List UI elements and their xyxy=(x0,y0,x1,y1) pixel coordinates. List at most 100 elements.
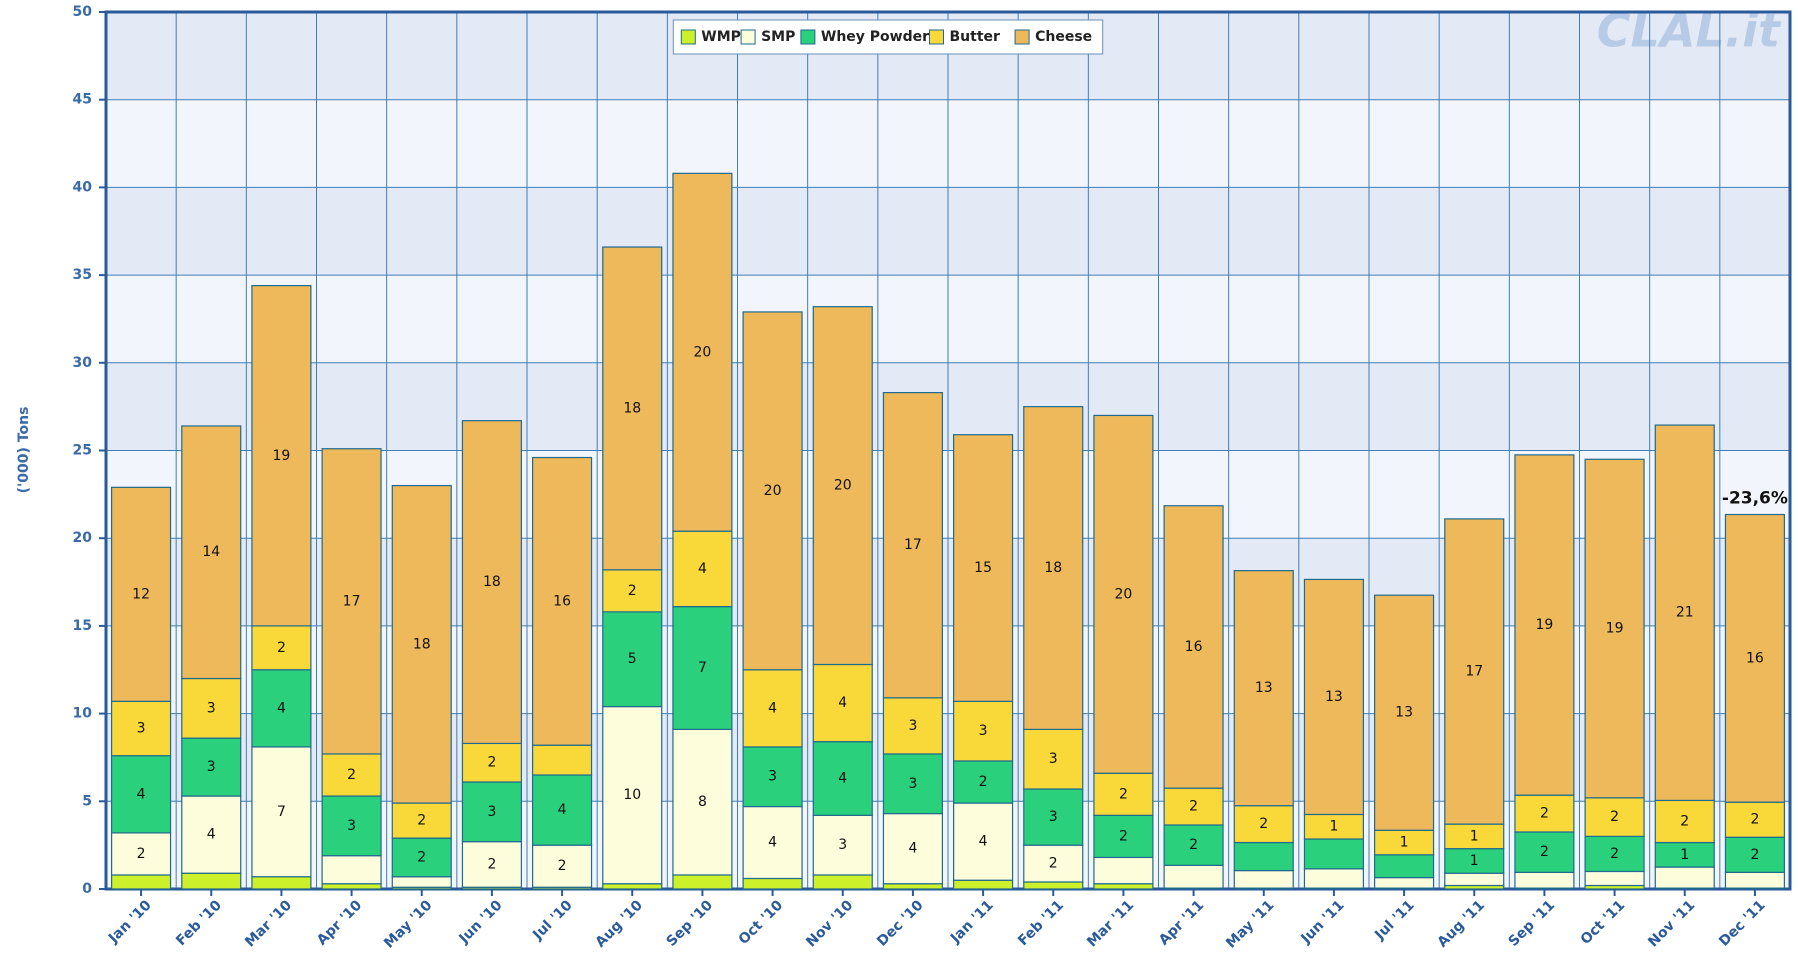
data-label: 16 xyxy=(1185,639,1203,655)
bar-segment xyxy=(1584,870,1645,887)
y-tick-label: 20 xyxy=(73,530,93,546)
data-label: 3 xyxy=(1049,809,1058,825)
bar-segment xyxy=(1514,454,1575,796)
bar-segment xyxy=(181,795,242,874)
data-label: 16 xyxy=(1746,650,1764,666)
data-label: 1 xyxy=(1400,835,1409,851)
data-label: 2 xyxy=(979,774,988,790)
bar-segment xyxy=(1654,424,1715,802)
data-label: 2 xyxy=(558,858,567,874)
x-tick-label: Mar '10 xyxy=(242,897,295,950)
legend-swatch xyxy=(1014,29,1030,45)
data-label: 3 xyxy=(487,804,496,820)
data-label: 8 xyxy=(698,794,707,810)
data-label: 3 xyxy=(979,723,988,739)
bar-segment xyxy=(111,874,172,890)
bar-segment xyxy=(1654,799,1715,844)
legend-label: Whey Powder xyxy=(821,29,929,45)
data-label: 2 xyxy=(1119,828,1128,844)
data-label: 1 xyxy=(1470,853,1479,869)
bar-segment xyxy=(1093,856,1154,885)
bar-segment xyxy=(1093,414,1154,774)
bar-segment xyxy=(111,755,172,834)
bar-segment xyxy=(1654,841,1715,868)
y-tick-label: 15 xyxy=(73,618,92,634)
y-tick-label: 40 xyxy=(73,179,93,195)
bar-segment xyxy=(1584,458,1645,799)
bar-segment xyxy=(1724,871,1785,889)
bar-segment xyxy=(1163,787,1224,826)
x-tick-label: Jul '10 xyxy=(529,897,576,944)
data-label: 4 xyxy=(768,835,777,851)
bar-segment xyxy=(882,392,943,699)
bar-segment xyxy=(1233,570,1294,807)
x-tick-label: Jun '11 xyxy=(1298,897,1348,947)
data-label: 19 xyxy=(1606,621,1624,637)
data-label: 3 xyxy=(908,718,917,734)
bar-segment xyxy=(1303,813,1364,840)
bar-segment xyxy=(602,883,663,890)
bar-segment xyxy=(391,484,452,804)
data-label: 4 xyxy=(838,770,847,786)
bar-segment xyxy=(251,746,312,878)
legend-swatch xyxy=(680,29,696,45)
data-label: 7 xyxy=(277,804,286,820)
bar-segment xyxy=(1374,854,1435,879)
bar-segment xyxy=(742,877,803,890)
data-label: 18 xyxy=(1044,560,1062,576)
y-tick-label: 35 xyxy=(73,267,92,283)
bar-segment xyxy=(953,434,1014,702)
x-tick-label: Feb '10 xyxy=(173,897,225,949)
data-label: 1 xyxy=(1329,819,1338,835)
bar-segment xyxy=(1374,876,1435,889)
bar-segment xyxy=(953,802,1014,881)
bar-segment xyxy=(812,306,873,666)
x-tick-label: Nov '11 xyxy=(1645,897,1698,950)
bar-segment xyxy=(1584,797,1645,837)
data-label: 2 xyxy=(1119,786,1128,802)
legend-swatch xyxy=(740,29,756,45)
data-label: 20 xyxy=(1115,586,1133,602)
data-label: 2 xyxy=(1680,813,1689,829)
bar-segment xyxy=(742,746,803,808)
data-label: 4 xyxy=(768,700,777,716)
x-tick-label: Sep '10 xyxy=(664,897,717,950)
bar-segment xyxy=(1514,831,1575,873)
bar-segment xyxy=(532,844,593,888)
bar-segment xyxy=(1093,883,1154,890)
y-tick-label: 45 xyxy=(73,92,92,108)
data-label: 4 xyxy=(277,700,286,716)
bar-segment xyxy=(1514,871,1575,889)
data-label: 3 xyxy=(908,776,917,792)
bar-segment xyxy=(1303,838,1364,870)
bar-segment xyxy=(321,448,382,755)
data-label: 5 xyxy=(628,651,637,667)
data-label: 3 xyxy=(207,759,216,775)
bar-segment xyxy=(532,744,593,776)
x-tick-label: Jun '10 xyxy=(456,897,506,947)
data-label: 15 xyxy=(974,560,992,576)
bar-segment xyxy=(742,669,803,748)
x-tick-label: Feb '11 xyxy=(1015,897,1067,949)
data-label: 3 xyxy=(137,721,146,737)
x-tick-label: Aug '10 xyxy=(593,897,647,951)
data-label: 19 xyxy=(1536,617,1554,633)
data-label: 20 xyxy=(764,483,782,499)
bar-segment xyxy=(812,663,873,743)
bar-segment xyxy=(111,832,172,876)
legend-swatch xyxy=(929,29,944,45)
bar-segment xyxy=(742,311,803,671)
data-label: 4 xyxy=(558,802,567,818)
legend-label: Cheese xyxy=(1035,29,1092,45)
bar-segment xyxy=(812,874,873,890)
bar-segment xyxy=(1724,801,1785,838)
data-label: 2 xyxy=(137,846,146,862)
bar-segment xyxy=(672,606,733,730)
data-label: 2 xyxy=(1540,844,1549,860)
data-label: 21 xyxy=(1676,605,1694,621)
bar-segment xyxy=(251,876,312,890)
bar-segment xyxy=(181,872,242,890)
bar-segment xyxy=(1654,866,1715,889)
data-label: 2 xyxy=(1750,812,1759,828)
data-label: 2 xyxy=(1189,837,1198,853)
